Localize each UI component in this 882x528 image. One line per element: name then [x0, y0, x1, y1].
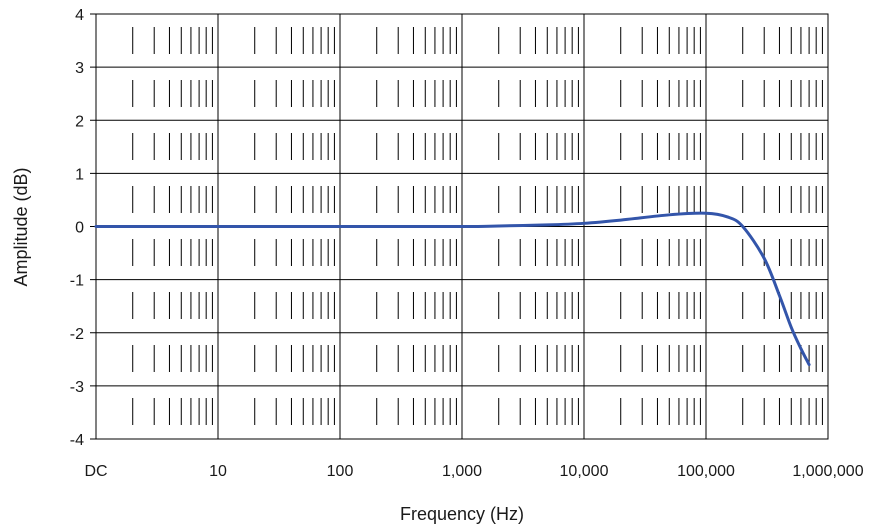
amplitude-series-line	[94, 211, 811, 367]
y-tick-label: -2	[70, 326, 84, 343]
x-tick-label: DC	[84, 463, 107, 480]
grid	[90, 13, 829, 440]
x-tick-label: 100,000	[677, 463, 735, 480]
y-tick-label: 1	[75, 166, 84, 183]
y-tick-labels: 4 3 2 1 0 -1 -2 -3 -4	[70, 7, 84, 449]
y-tick-label: 4	[75, 7, 84, 24]
x-tick-label: 1,000,000	[792, 463, 863, 480]
y-tick-label: 3	[75, 60, 84, 77]
y-tick-label: -3	[70, 379, 84, 396]
x-tick-label: 10,000	[560, 463, 609, 480]
x-tick-label: 1,000	[442, 463, 482, 480]
y-tick-label: 2	[75, 113, 84, 130]
y-tick-label: -4	[70, 432, 84, 449]
y-tick-label: -1	[70, 273, 84, 290]
x-axis-title: Frequency (Hz)	[400, 504, 524, 524]
y-axis-title: Amplitude (dB)	[11, 167, 31, 286]
x-tick-labels: DC 10 100 1,000 10,000 100,000 1,000,000	[84, 463, 863, 480]
x-tick-label: 10	[209, 463, 227, 480]
y-tick-label: 0	[75, 220, 84, 237]
x-tick-label: 100	[327, 463, 354, 480]
